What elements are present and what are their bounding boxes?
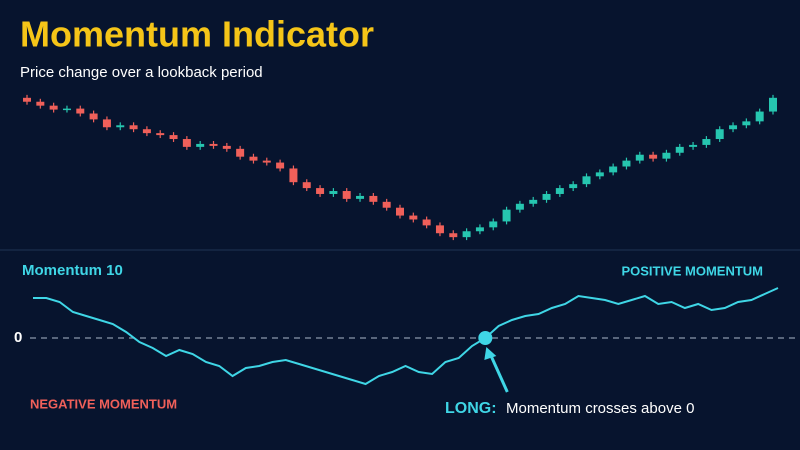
candle-body: [262, 160, 271, 163]
candle-body: [62, 108, 71, 111]
candle-body: [595, 172, 604, 177]
candle-body: [36, 101, 45, 106]
candle-body: [382, 201, 391, 208]
candle-body: [169, 135, 178, 140]
candle-body: [156, 133, 165, 136]
candle-body: [422, 219, 431, 226]
candle-body: [689, 144, 698, 147]
candle-body: [409, 215, 418, 220]
candle-body: [462, 231, 471, 238]
candle-body: [475, 227, 484, 232]
candle-body: [449, 233, 458, 238]
candle-body: [755, 111, 764, 122]
candle-body: [635, 154, 644, 161]
candle-body: [675, 146, 684, 153]
candle-body: [622, 160, 631, 167]
candle-body: [142, 129, 151, 134]
candle-body: [342, 191, 351, 199]
candle-body: [396, 207, 404, 216]
candle-body: [89, 113, 98, 120]
signal-label: LONG:: [445, 400, 497, 417]
candle-body: [715, 129, 724, 140]
signal-text: Momentum crosses above 0: [506, 400, 694, 417]
candle-body: [249, 156, 258, 161]
candle-body: [502, 209, 511, 222]
candle-body: [316, 188, 325, 194]
candle-body: [129, 125, 138, 130]
y-tick-label: 0: [14, 329, 22, 346]
candle-body: [489, 221, 498, 228]
candle-body: [569, 184, 578, 189]
chart-subtitle: Price change over a lookback period: [20, 64, 263, 81]
candle-body: [356, 195, 365, 199]
crossover-marker: [478, 331, 493, 345]
legend-entry: Momentum 10: [22, 262, 123, 279]
candle-body: [529, 199, 538, 204]
candle-body: [769, 97, 777, 112]
candle-body: [182, 139, 191, 147]
candle-body: [329, 191, 338, 194]
signal-arrowhead: [484, 347, 497, 360]
candle-body: [649, 154, 658, 159]
candle-body: [515, 203, 524, 210]
annotation: POSITIVE MOMENTUM: [621, 263, 763, 278]
candle-body: [23, 97, 31, 102]
candle-body: [116, 125, 125, 128]
candle-body: [702, 139, 711, 145]
candle-body: [289, 168, 298, 183]
candle-body: [302, 182, 311, 189]
candle-body: [582, 176, 591, 185]
candle-body: [609, 166, 618, 173]
candle-body: [555, 188, 564, 194]
candle-body: [369, 195, 378, 202]
candle-body: [276, 162, 285, 169]
candle-body: [102, 119, 111, 128]
chart-title: Momentum Indicator: [20, 14, 374, 55]
candle-body: [729, 125, 738, 130]
annotation: NEGATIVE MOMENTUM: [30, 396, 177, 411]
candle-body: [196, 143, 205, 147]
momentum-line: [33, 287, 779, 386]
candle-body: [222, 145, 231, 149]
candle-body: [662, 152, 671, 159]
candle-body: [742, 121, 751, 126]
candle-body: [49, 105, 58, 110]
candle-body: [76, 108, 85, 114]
candle-body: [435, 225, 444, 234]
signal-arrow: [487, 351, 509, 393]
candle-body: [542, 193, 551, 200]
candle-body: [209, 143, 218, 146]
candle-body: [236, 148, 245, 157]
